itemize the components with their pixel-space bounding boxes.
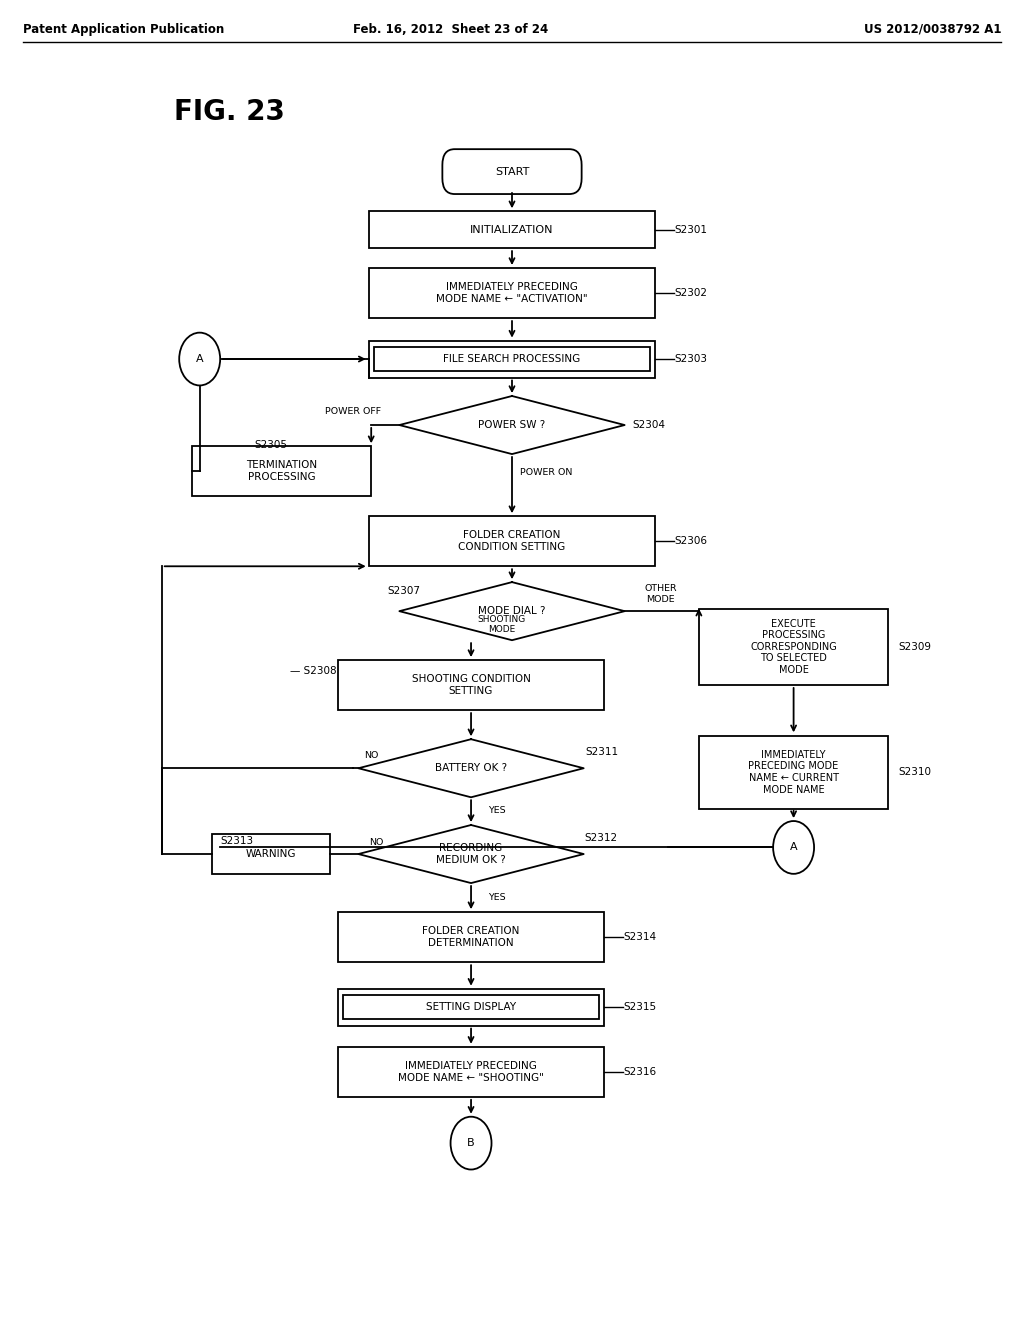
Text: Patent Application Publication: Patent Application Publication	[23, 22, 224, 36]
Text: SHOOTING
MODE: SHOOTING MODE	[477, 615, 526, 634]
Polygon shape	[399, 582, 625, 640]
Text: S2316: S2316	[624, 1067, 656, 1077]
Text: MODE DIAL ?: MODE DIAL ?	[478, 606, 546, 616]
Polygon shape	[358, 739, 584, 797]
Circle shape	[773, 821, 814, 874]
Bar	[343, 995, 599, 1019]
Text: Feb. 16, 2012  Sheet 23 of 24: Feb. 16, 2012 Sheet 23 of 24	[353, 22, 548, 36]
Text: IMMEDIATELY PRECEDING
MODE NAME ← "SHOOTING": IMMEDIATELY PRECEDING MODE NAME ← "SHOOT…	[398, 1061, 544, 1082]
Text: S2305: S2305	[254, 440, 287, 450]
Text: TERMINATION
PROCESSING: TERMINATION PROCESSING	[246, 461, 317, 482]
Text: POWER OFF: POWER OFF	[326, 408, 381, 416]
Text: US 2012/0038792 A1: US 2012/0038792 A1	[864, 22, 1001, 36]
Text: S2311: S2311	[586, 747, 618, 758]
Bar	[369, 341, 655, 378]
Bar	[698, 609, 888, 685]
Text: S2313: S2313	[220, 836, 253, 846]
Text: A: A	[790, 842, 798, 853]
Text: WARNING: WARNING	[246, 849, 297, 859]
Bar	[369, 268, 655, 318]
Text: S2306: S2306	[675, 536, 708, 546]
Polygon shape	[358, 825, 584, 883]
Text: POWER ON: POWER ON	[519, 469, 572, 477]
Circle shape	[179, 333, 220, 385]
Text: NO: NO	[369, 838, 383, 846]
Bar	[213, 834, 330, 874]
Text: EXECUTE
PROCESSING
CORRESPONDING
TO SELECTED
MODE: EXECUTE PROCESSING CORRESPONDING TO SELE…	[751, 619, 837, 675]
Text: YES: YES	[488, 894, 506, 902]
Text: S2312: S2312	[585, 833, 617, 843]
Text: B: B	[467, 1138, 475, 1148]
Text: S2302: S2302	[675, 288, 708, 298]
Text: NO: NO	[365, 751, 379, 759]
Text: YES: YES	[488, 807, 506, 814]
Text: A: A	[196, 354, 204, 364]
Text: S2304: S2304	[633, 420, 666, 430]
Bar	[338, 912, 604, 962]
Text: — S2308: — S2308	[290, 665, 337, 676]
Text: SHOOTING CONDITION
SETTING: SHOOTING CONDITION SETTING	[412, 675, 530, 696]
Text: S2314: S2314	[624, 932, 656, 942]
Text: IMMEDIATELY PRECEDING
MODE NAME ← "ACTIVATION": IMMEDIATELY PRECEDING MODE NAME ← "ACTIV…	[436, 282, 588, 304]
Bar	[374, 347, 650, 371]
Text: FILE SEARCH PROCESSING: FILE SEARCH PROCESSING	[443, 354, 581, 364]
Text: S2301: S2301	[675, 224, 708, 235]
Text: S2303: S2303	[675, 354, 708, 364]
Text: START: START	[495, 166, 529, 177]
Text: POWER SW ?: POWER SW ?	[478, 420, 546, 430]
Text: FIG. 23: FIG. 23	[174, 98, 285, 127]
Text: S2310: S2310	[899, 767, 932, 777]
Text: BATTERY OK ?: BATTERY OK ?	[435, 763, 507, 774]
Text: FOLDER CREATION
CONDITION SETTING: FOLDER CREATION CONDITION SETTING	[459, 531, 565, 552]
Text: S2315: S2315	[624, 1002, 656, 1012]
Text: RECORDING
MEDIUM OK ?: RECORDING MEDIUM OK ?	[436, 843, 506, 865]
Polygon shape	[399, 396, 625, 454]
Bar	[698, 737, 888, 808]
Text: S2307: S2307	[387, 586, 420, 597]
Text: INITIALIZATION: INITIALIZATION	[470, 224, 554, 235]
Bar	[338, 989, 604, 1026]
Text: S2309: S2309	[899, 642, 932, 652]
Bar	[338, 1047, 604, 1097]
Text: IMMEDIATELY
PRECEDING MODE
NAME ← CURRENT
MODE NAME: IMMEDIATELY PRECEDING MODE NAME ← CURREN…	[749, 750, 839, 795]
Text: OTHER
MODE: OTHER MODE	[644, 585, 677, 603]
Text: SETTING DISPLAY: SETTING DISPLAY	[426, 1002, 516, 1012]
Circle shape	[451, 1117, 492, 1170]
Text: FOLDER CREATION
DETERMINATION: FOLDER CREATION DETERMINATION	[422, 927, 520, 948]
FancyBboxPatch shape	[442, 149, 582, 194]
Bar	[369, 211, 655, 248]
Bar	[338, 660, 604, 710]
Bar	[193, 446, 372, 496]
Bar	[369, 516, 655, 566]
